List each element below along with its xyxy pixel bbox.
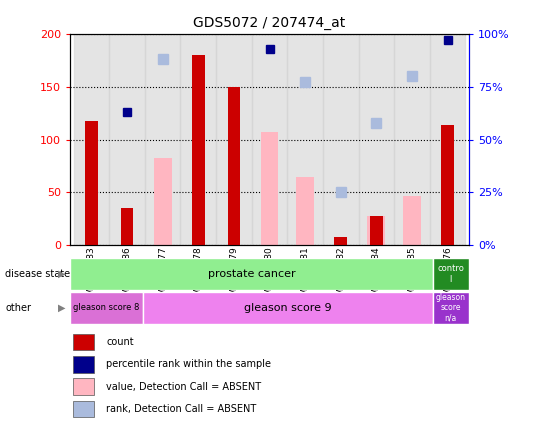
- Bar: [287, 34, 323, 245]
- Bar: [394, 34, 430, 245]
- Bar: [145, 34, 181, 245]
- Bar: [260, 132, 279, 245]
- Bar: [433, 292, 469, 324]
- Bar: [227, 87, 240, 245]
- Bar: [73, 378, 94, 395]
- Bar: [216, 34, 252, 245]
- Bar: [430, 34, 465, 245]
- Text: other: other: [5, 303, 31, 313]
- Bar: [358, 34, 394, 245]
- Bar: [73, 356, 94, 373]
- Bar: [121, 209, 133, 245]
- Text: ▶: ▶: [58, 303, 65, 313]
- Bar: [441, 125, 454, 245]
- Bar: [370, 216, 383, 245]
- Text: rank, Detection Call = ABSENT: rank, Detection Call = ABSENT: [106, 404, 257, 414]
- Bar: [70, 292, 143, 324]
- Bar: [296, 177, 314, 245]
- Bar: [181, 34, 216, 245]
- Text: gleason score 8: gleason score 8: [73, 303, 140, 312]
- Bar: [74, 34, 109, 245]
- Text: value, Detection Call = ABSENT: value, Detection Call = ABSENT: [106, 382, 261, 392]
- Text: count: count: [106, 337, 134, 347]
- Text: ▶: ▶: [58, 269, 65, 279]
- Text: gleason score 9: gleason score 9: [244, 303, 331, 313]
- Bar: [85, 121, 98, 245]
- Text: gleason
score
n/a: gleason score n/a: [436, 293, 466, 323]
- Bar: [192, 55, 204, 245]
- Text: contro
l: contro l: [437, 264, 464, 283]
- Bar: [143, 292, 433, 324]
- Bar: [323, 34, 358, 245]
- Bar: [109, 34, 145, 245]
- Text: disease state: disease state: [5, 269, 71, 279]
- Bar: [252, 34, 287, 245]
- Bar: [368, 216, 385, 245]
- Bar: [403, 195, 421, 245]
- Bar: [154, 158, 171, 245]
- Bar: [73, 401, 94, 418]
- Bar: [73, 334, 94, 350]
- Bar: [335, 237, 347, 245]
- Text: prostate cancer: prostate cancer: [208, 269, 295, 279]
- Title: GDS5072 / 207474_at: GDS5072 / 207474_at: [194, 16, 345, 30]
- Bar: [433, 258, 469, 290]
- Text: percentile rank within the sample: percentile rank within the sample: [106, 360, 271, 369]
